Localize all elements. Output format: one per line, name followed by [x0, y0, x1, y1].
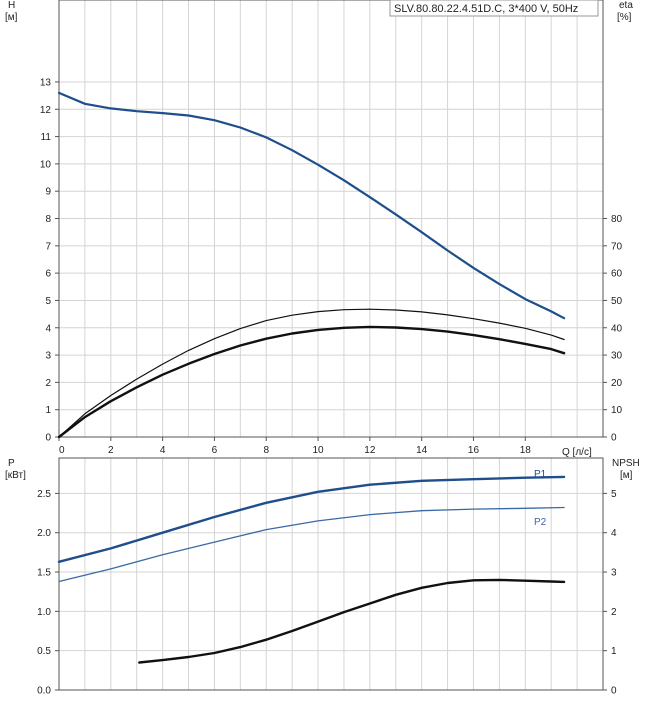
power-grid	[59, 458, 603, 690]
right-tick-label: 30	[611, 351, 623, 362]
x-tick-label: 6	[212, 445, 218, 456]
left-tick-label: 10	[40, 159, 52, 170]
right-tick-label: 0	[611, 433, 617, 444]
x-tick-label: 18	[520, 445, 532, 456]
right-tick-label: 4	[611, 528, 617, 539]
left-tick-label: 9	[45, 187, 51, 198]
x-tick-label: 16	[468, 445, 480, 456]
left-tick-label: 0.0	[37, 686, 51, 697]
left-tick-label: 2.5	[37, 489, 51, 500]
eta-axis-title: eta	[619, 0, 633, 11]
x-tick-label: 8	[263, 445, 269, 456]
pump-label: SLV.80.80.22.4.51D.C, 3*400 V, 50Hz	[394, 3, 578, 15]
left-tick-label: 3	[45, 351, 51, 362]
left-tick-label: 4	[45, 323, 51, 334]
p2-series-label: P2	[534, 517, 547, 528]
p1-series-line-1	[58, 308, 565, 438]
x-tick-label: 2	[108, 445, 114, 456]
left-tick-label: 6	[45, 269, 51, 280]
p1-series-line	[57, 475, 566, 563]
right-tick-label: 60	[611, 269, 623, 280]
power-axis-unit: [кВт]	[5, 470, 26, 481]
power-axes: 0.0 0.5 1.0 1.5 2.0 2.5 0 1 2 3 4 5	[37, 489, 617, 697]
right-tick-label: 5	[611, 489, 617, 500]
left-tick-label: 0.5	[37, 646, 51, 657]
p1-series-line-2	[57, 325, 566, 439]
right-tick-label: 70	[611, 241, 623, 252]
npsh-axis-unit: [м]	[620, 470, 633, 481]
p2-series-line-2	[138, 578, 566, 664]
right-tick-label: 80	[611, 214, 623, 225]
right-tick-label: 2	[611, 607, 617, 618]
power-axis-title: P	[8, 458, 15, 469]
right-tick-label: 1	[611, 646, 617, 657]
left-tick-label: 1	[45, 405, 51, 416]
flow-axis-label: Q [л/с]	[562, 447, 592, 458]
right-tick-label: 3	[611, 568, 617, 579]
head-axis-unit: [м]	[5, 12, 18, 23]
pump-label-box	[389, 0, 599, 17]
x-tick-label: 14	[416, 445, 428, 456]
left-tick-label: 11	[41, 132, 52, 143]
left-tick-label: 0	[45, 433, 51, 444]
power-series	[57, 475, 566, 664]
left-tick-label: 2.0	[37, 528, 51, 539]
left-tick-label: 2	[45, 378, 51, 389]
npsh-axis-title: NPSH	[612, 458, 640, 469]
left-tick-label: 5	[45, 296, 51, 307]
head-series	[57, 91, 566, 439]
head-axis-title: H	[8, 0, 15, 11]
right-tick-label: 0	[611, 686, 617, 697]
right-tick-label: 50	[611, 296, 623, 307]
x-tick-label: 0	[59, 445, 65, 456]
left-tick-label: 12	[40, 105, 52, 116]
right-tick-label: 10	[611, 405, 623, 416]
x-tick-label: 10	[312, 445, 324, 456]
left-tick-label: 1.5	[37, 568, 51, 579]
eta-axis-unit: [%]	[617, 12, 632, 23]
right-tick-label: 20	[611, 378, 623, 389]
left-tick-label: 1.0	[37, 607, 51, 618]
power-plot-frame	[58, 457, 604, 691]
power-npsh-panel: 0.0 0.5 1.0 1.5 2.0 2.5 0 1 2 3 4 5 P [кВт] NPSH [м…	[5, 457, 640, 697]
x-tick-label: 12	[364, 445, 376, 456]
p1-series-line-0	[57, 91, 566, 320]
left-tick-label: 8	[45, 214, 51, 225]
x-tick-label: 4	[160, 445, 166, 456]
left-tick-label: 13	[40, 77, 52, 88]
left-tick-label: 7	[45, 241, 51, 252]
right-tick-label: 40	[611, 323, 623, 334]
p2-series-line	[58, 506, 565, 583]
head-grid	[59, 0, 603, 437]
p1-series-label: P1	[534, 469, 547, 480]
